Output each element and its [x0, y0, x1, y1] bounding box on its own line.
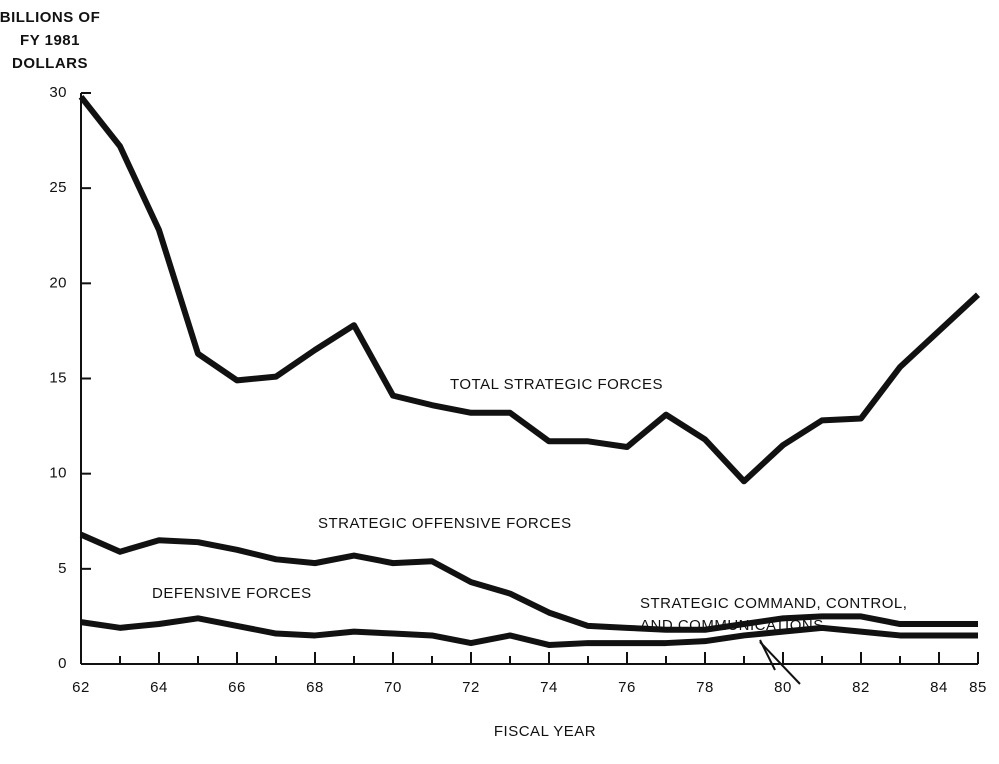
x-tick-label: 68: [306, 679, 324, 696]
x-tick-label: 84: [930, 679, 948, 696]
series-label: STRATEGIC OFFENSIVE FORCES: [318, 515, 572, 532]
x-tick-label: 80: [774, 679, 792, 696]
x-tick-label: 66: [228, 679, 246, 696]
series-line: [80, 615, 978, 648]
y-tick-label: 10: [49, 465, 67, 482]
y-axis-label: DOLLARS: [12, 55, 88, 72]
x-axis-label: FISCAL YEAR: [494, 723, 596, 740]
x-tick-label: 62: [72, 679, 90, 696]
y-tick-label: 15: [49, 369, 67, 386]
series-label: TOTAL STRATEGIC FORCES: [450, 376, 663, 393]
y-axis-label: FY 1981: [20, 32, 80, 49]
y-tick-label: 20: [49, 274, 67, 291]
y-axis-label: BILLIONS OF: [0, 9, 100, 26]
x-tick-label: 85: [969, 679, 987, 696]
series-line: [78, 94, 981, 485]
y-tick-label: 30: [49, 84, 67, 101]
x-tick-label: 72: [462, 679, 480, 696]
x-tick-label: 82: [852, 679, 870, 696]
x-tick-label: 64: [150, 679, 168, 696]
y-tick-label: 0: [58, 655, 67, 672]
series-line: [79, 531, 978, 633]
x-tick-label: 76: [618, 679, 636, 696]
series-label: DEFENSIVE FORCES: [152, 585, 312, 602]
x-tick-label: 70: [384, 679, 402, 696]
x-tick-label: 78: [696, 679, 714, 696]
y-tick-label: 5: [58, 560, 67, 577]
x-tick-label: 74: [540, 679, 558, 696]
annotation: STRATEGIC COMMAND, CONTROL,: [640, 595, 907, 612]
y-tick-label: 25: [49, 179, 67, 196]
